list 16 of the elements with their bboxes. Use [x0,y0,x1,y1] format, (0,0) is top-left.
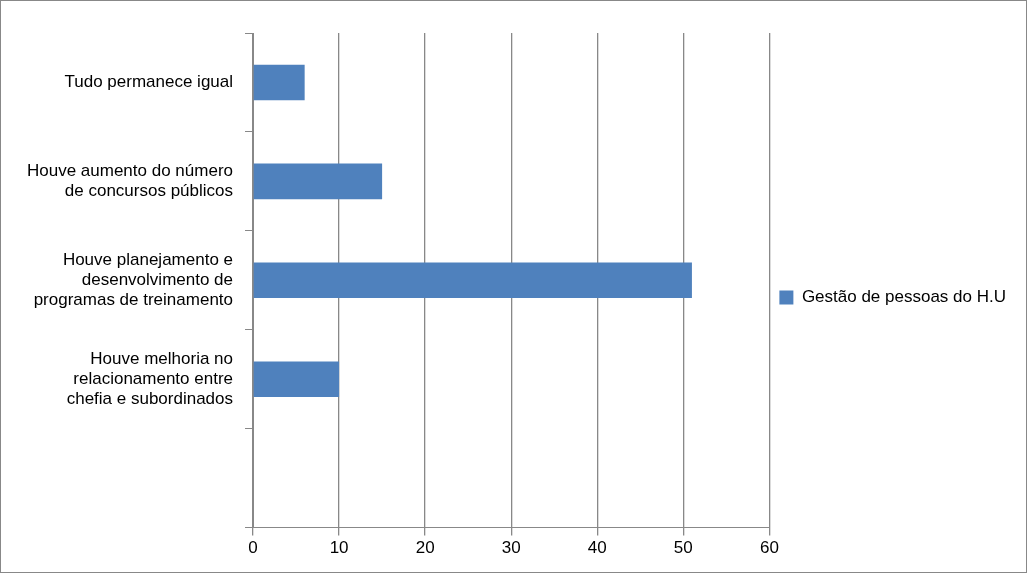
bar [253,64,305,101]
x-tick-label: 30 [501,538,521,558]
y-tick-label: Houve planejamento e desenvolvimento de programas de treinamento [33,249,234,310]
x-tick-label: 40 [587,538,607,558]
bar [253,163,383,200]
x-tick-label: 20 [415,538,435,558]
bar [253,361,340,398]
y-tick-label: Tudo permanece igual [64,72,234,92]
y-tick-label: Houve aumento do número de concursos públicos [26,160,234,201]
x-tick-label: 50 [673,538,693,558]
x-tick-label: 0 [248,538,258,558]
y-tick-label: Houve melhoria no relacionamento entre chefia e subordinados [66,348,234,409]
legend-label: Gestão de pessoas do H.U [801,287,1007,307]
bar [253,262,692,299]
x-tick-label: 10 [329,538,349,558]
x-tick-label: 60 [759,538,779,558]
